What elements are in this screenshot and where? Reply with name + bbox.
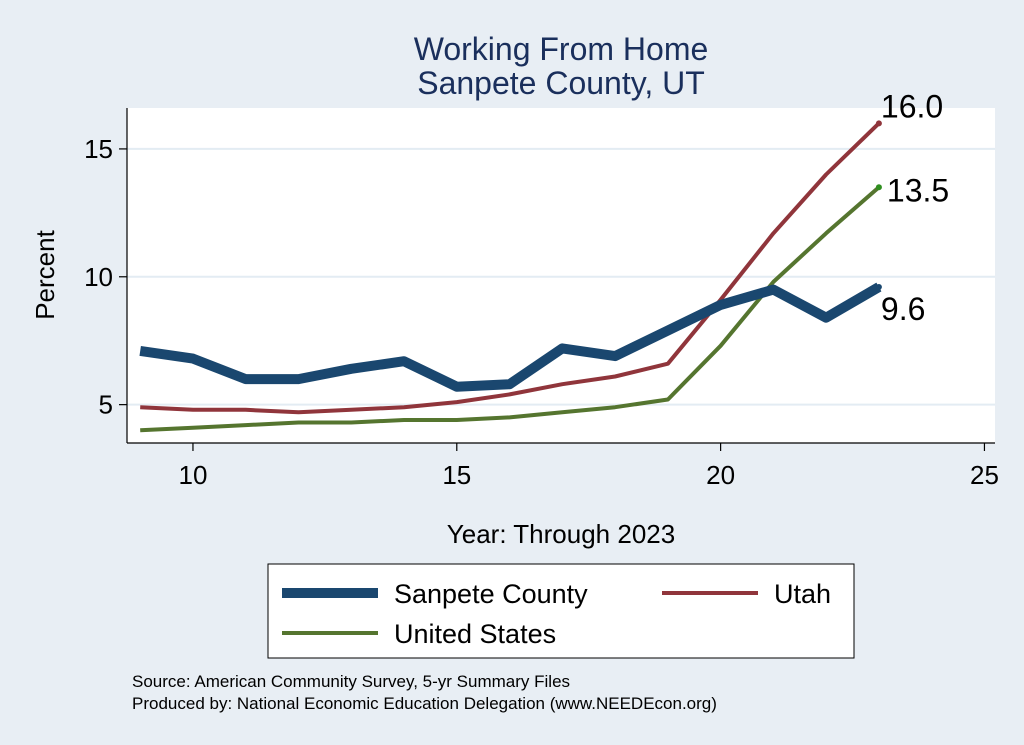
legend-label-utah: Utah [774, 579, 831, 609]
x-tick-label: 10 [178, 460, 207, 490]
x-tick-label: 25 [970, 460, 999, 490]
y-axis-label: Percent [30, 229, 60, 319]
x-tick-label: 20 [706, 460, 735, 490]
end-labels: 9.6 16.0 13.5 [881, 88, 949, 327]
x-tick-label: 15 [442, 460, 471, 490]
legend: Sanpete County Utah United States [282, 579, 831, 649]
chart-title-line-2: Sanpete County, UT [417, 65, 705, 101]
source-line-2: Produced by: National Economic Education… [132, 694, 717, 713]
x-axis-label: Year: Through 2023 [447, 519, 675, 549]
series-lines [139, 120, 882, 433]
end-label-united-states: 13.5 [887, 172, 949, 208]
plot-area [127, 108, 995, 443]
source-line-1: Source: American Community Survey, 5-yr … [132, 672, 570, 691]
series-line-united-states [140, 185, 881, 433]
series-line-sanpete-county [139, 282, 882, 392]
legend-label-united-states: United States [394, 619, 556, 649]
series-endpoint-united-states [875, 184, 882, 191]
series-line-utah [140, 121, 881, 415]
axes: 5 10 15 10 15 20 25 [84, 108, 999, 490]
legend-box [267, 563, 855, 659]
chart-title-line-1: Working From Home [414, 31, 709, 67]
y-tick-label: 15 [84, 134, 113, 164]
end-label-utah: 16.0 [881, 88, 943, 124]
series-endpoint-sanpete-county [875, 284, 882, 291]
y-tick-label: 5 [99, 390, 113, 420]
y-tick-label: 10 [84, 262, 113, 292]
series-endpoint-utah [875, 120, 882, 127]
end-label-sanpete-county: 9.6 [881, 291, 925, 327]
legend-label-sanpete-county: Sanpete County [394, 579, 588, 609]
